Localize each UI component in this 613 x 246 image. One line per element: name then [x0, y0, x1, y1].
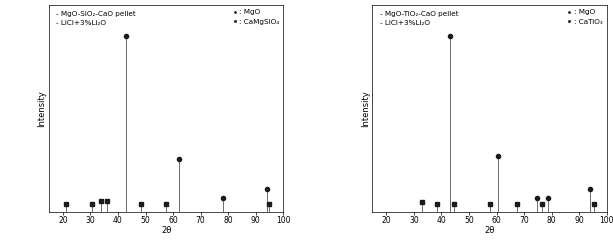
Text: - MgO-TiO₂-CaO pellet
- LiCl+3%Li₂O: - MgO-TiO₂-CaO pellet - LiCl+3%Li₂O: [379, 11, 458, 26]
Y-axis label: Intensity: Intensity: [360, 90, 370, 127]
Legend: : MgO, : CaTiO₃: : MgO, : CaTiO₃: [566, 9, 603, 26]
Y-axis label: Intensity: Intensity: [37, 90, 46, 127]
Text: - MgO-SiO₂-CaO pellet
- LiCl+3%Li₂O: - MgO-SiO₂-CaO pellet - LiCl+3%Li₂O: [56, 11, 136, 26]
X-axis label: 2θ: 2θ: [161, 226, 172, 235]
Legend: : MgO, : CaMgSiO₄: : MgO, : CaMgSiO₄: [231, 9, 280, 26]
X-axis label: 2θ: 2θ: [484, 226, 495, 235]
